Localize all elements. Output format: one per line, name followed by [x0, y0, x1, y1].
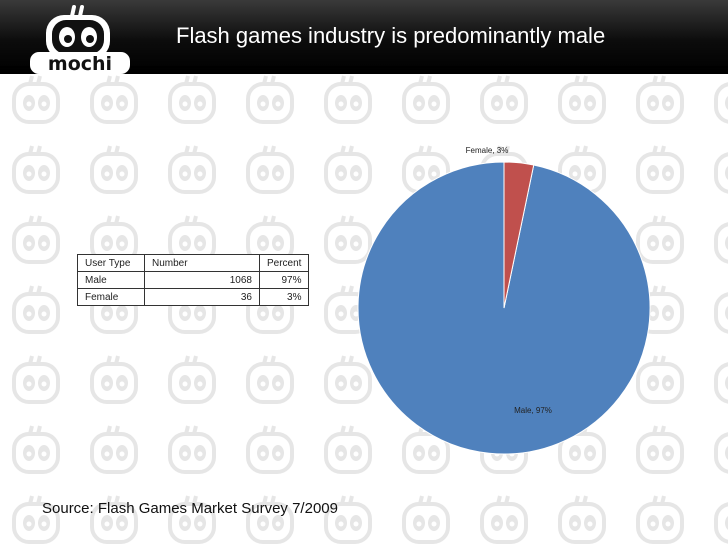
- cell-percent: 3%: [258, 288, 310, 306]
- data-label-male: Male, 97%: [514, 406, 552, 415]
- logo-wordmark: mochi: [48, 53, 112, 75]
- data-label-female: Female, 3%: [466, 146, 509, 155]
- table-row: Male 1068 97%: [77, 271, 310, 289]
- header-shadow: [0, 66, 728, 74]
- source-citation: Source: Flash Games Market Survey 7/2009: [42, 500, 338, 517]
- pie-slice-female: [503, 161, 535, 309]
- table-header-row: User Type Number Percent: [77, 254, 310, 272]
- page-title: Flash games industry is predominantly ma…: [176, 23, 606, 48]
- mochi-logo: mochi: [30, 5, 130, 75]
- data-table: User Type Number Percent Male 1068 97% F…: [77, 254, 310, 306]
- cell-number: 36: [144, 288, 260, 306]
- table-row: Female 36 3%: [77, 288, 310, 306]
